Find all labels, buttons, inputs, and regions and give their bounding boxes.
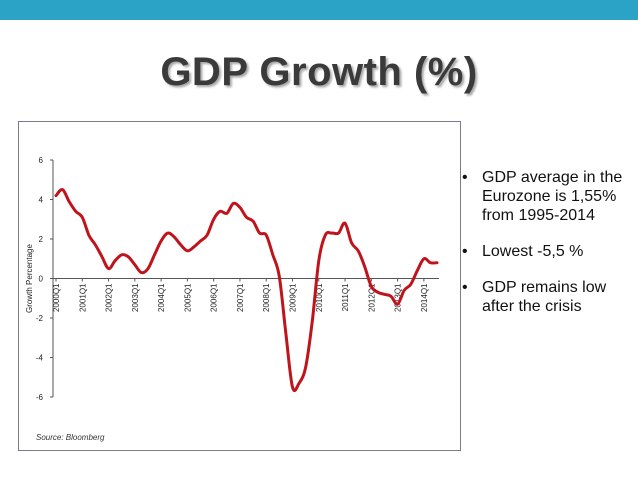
x-tick-label: 2008Q1 xyxy=(262,283,271,312)
data-point xyxy=(107,267,110,270)
data-point xyxy=(396,303,399,306)
y-tick-label: -6 xyxy=(36,393,44,402)
data-point xyxy=(87,233,91,237)
x-tick-label: 2005Q1 xyxy=(183,283,192,312)
x-tick-label: 2009Q1 xyxy=(288,283,297,312)
data-point xyxy=(324,233,327,237)
data-point xyxy=(120,253,123,256)
data-point xyxy=(363,265,366,268)
x-tick-label: 2014Q1 xyxy=(420,283,429,312)
data-point xyxy=(232,202,235,205)
data-point xyxy=(297,382,301,385)
data-point xyxy=(94,243,97,247)
data-point xyxy=(153,253,156,256)
data-point xyxy=(140,271,143,274)
data-point xyxy=(74,210,77,213)
bullet-item: • GDP average in the Eurozone is 1,55% fr… xyxy=(462,168,632,225)
slide-title: GDP Growth (%) xyxy=(160,50,478,94)
data-point xyxy=(317,259,320,262)
data-point xyxy=(389,295,393,298)
x-tick-label: 2010Q1 xyxy=(315,283,324,312)
x-tick-label: 2001Q1 xyxy=(78,283,87,312)
data-point xyxy=(416,269,419,272)
data-point xyxy=(271,253,274,256)
data-point xyxy=(159,239,163,243)
top-accent-bar xyxy=(0,0,638,20)
data-point xyxy=(304,366,307,369)
x-tick-label: 2013Q1 xyxy=(394,283,403,312)
data-point xyxy=(212,218,215,221)
data-point xyxy=(186,249,189,252)
bullet-item: • Lowest -5,5 % xyxy=(462,242,632,261)
y-tick-label: -2 xyxy=(36,314,44,323)
data-point xyxy=(343,222,347,225)
x-tick-label: 2006Q1 xyxy=(210,283,219,312)
data-point xyxy=(245,216,248,219)
bullet-dot: • xyxy=(462,243,468,260)
bullet-list: • GDP average in the Eurozone is 1,55% fr… xyxy=(462,168,632,333)
x-tick-label: 2012Q1 xyxy=(367,283,376,312)
data-point xyxy=(81,216,84,219)
bullet-item: • GDP remains low after the crisis xyxy=(462,278,632,316)
x-tick-label: 2004Q1 xyxy=(157,283,166,312)
data-point xyxy=(265,233,268,237)
data-point xyxy=(238,206,242,209)
x-tick-label: 2000Q1 xyxy=(52,283,61,312)
x-tick-label: 2007Q1 xyxy=(236,283,245,312)
data-point xyxy=(429,261,432,264)
data-point xyxy=(376,291,380,294)
chart-frame: 6 4 2 0 -2 -4 -6 2000Q1 2001Q1 2002Q1 2003Q1 2004Q1… xyxy=(18,121,461,451)
data-point xyxy=(278,275,281,278)
y-tick-label: 2 xyxy=(39,235,44,244)
data-point xyxy=(166,231,169,235)
data-point xyxy=(350,241,353,245)
data-point xyxy=(133,263,136,266)
data-point xyxy=(225,212,228,215)
data-point xyxy=(199,239,202,243)
data-point xyxy=(422,257,426,260)
data-point xyxy=(435,261,439,264)
data-point xyxy=(291,385,294,389)
data-point xyxy=(146,267,150,270)
data-point xyxy=(311,320,314,324)
data-point xyxy=(113,259,117,262)
bullet-dot: • xyxy=(462,279,468,296)
data-point xyxy=(205,233,209,237)
bullet-text: GDP average in the Eurozone is 1,55% fro… xyxy=(482,169,623,224)
y-axis-title: Growth Percentage xyxy=(25,243,34,312)
data-point xyxy=(258,231,261,235)
bullet-text: Lowest -5,5 % xyxy=(482,243,584,260)
data-point xyxy=(192,245,196,249)
x-tick-label: 2011Q1 xyxy=(341,283,350,311)
data-point xyxy=(330,231,334,235)
data-point xyxy=(337,231,340,235)
data-point xyxy=(219,210,222,213)
gdp-line-chart: 6 4 2 0 -2 -4 -6 2000Q1 2001Q1 2002Q1 2003Q1 2004Q1… xyxy=(25,156,439,402)
data-point xyxy=(173,235,176,239)
bullet-dot: • xyxy=(462,169,468,186)
x-tick-label: 2003Q1 xyxy=(131,283,140,312)
source-note: Source: Bloomberg xyxy=(36,433,105,442)
data-point xyxy=(409,283,412,286)
y-tick-label: 6 xyxy=(39,156,44,165)
data-point xyxy=(179,243,182,247)
data-point xyxy=(54,194,58,197)
data-point xyxy=(403,289,406,292)
data-point xyxy=(383,293,386,296)
y-tick-label: -4 xyxy=(36,354,44,363)
data-point xyxy=(370,285,373,288)
data-point xyxy=(251,220,255,223)
data-point xyxy=(100,255,104,258)
data-point xyxy=(127,255,130,258)
data-point xyxy=(284,332,288,335)
x-tick-label: 2002Q1 xyxy=(105,283,114,312)
y-tick-label: 4 xyxy=(39,196,44,205)
y-tick-label: 0 xyxy=(39,275,44,284)
data-point xyxy=(67,200,71,203)
data-point xyxy=(357,249,360,252)
bullet-text: GDP remains low after the crisis xyxy=(482,279,607,315)
data-point xyxy=(61,188,64,191)
